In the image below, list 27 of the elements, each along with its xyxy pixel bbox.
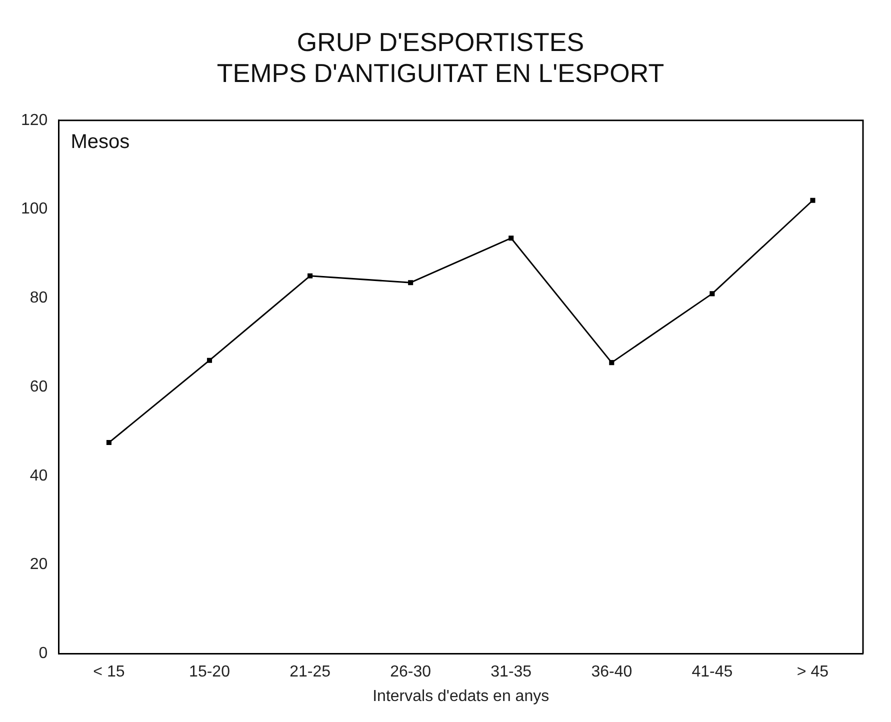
x-tick-label: 21-25 <box>290 664 331 681</box>
y-axis-title: Mesos <box>70 130 130 153</box>
point <box>810 198 816 203</box>
x-tick-label: 36-40 <box>591 664 632 681</box>
point <box>609 360 614 366</box>
x-tick-label: 41-45 <box>692 664 733 681</box>
x-tick-label: < 15 <box>93 664 125 681</box>
point <box>508 236 514 241</box>
x-tick-label: 15-20 <box>189 664 230 681</box>
point <box>710 291 715 296</box>
x-tick-label: > 45 <box>796 664 829 681</box>
point <box>408 280 414 286</box>
y-tick-label: 20 <box>30 556 48 574</box>
y-tick-label: 0 <box>38 645 48 662</box>
text: TEMPS D'ANTIGUITAT EN L'ESPORT <box>216 58 664 88</box>
point <box>206 358 212 363</box>
x-tick-label: 26-30 <box>390 664 432 681</box>
y-tick-label: 80 <box>30 290 48 307</box>
x-axis-title: Intervals d'edats en anys <box>372 688 550 705</box>
y-tick-label: 120 <box>20 112 48 129</box>
point <box>308 273 313 278</box>
text: GRUP D'ESPORTISTES <box>296 26 584 57</box>
point <box>106 440 112 446</box>
y-tick-label: 40 <box>30 467 48 484</box>
y-tick-label: 100 <box>20 200 48 218</box>
x-tick-label: 31-35 <box>490 664 532 681</box>
y-tick-label: 60 <box>30 378 48 396</box>
